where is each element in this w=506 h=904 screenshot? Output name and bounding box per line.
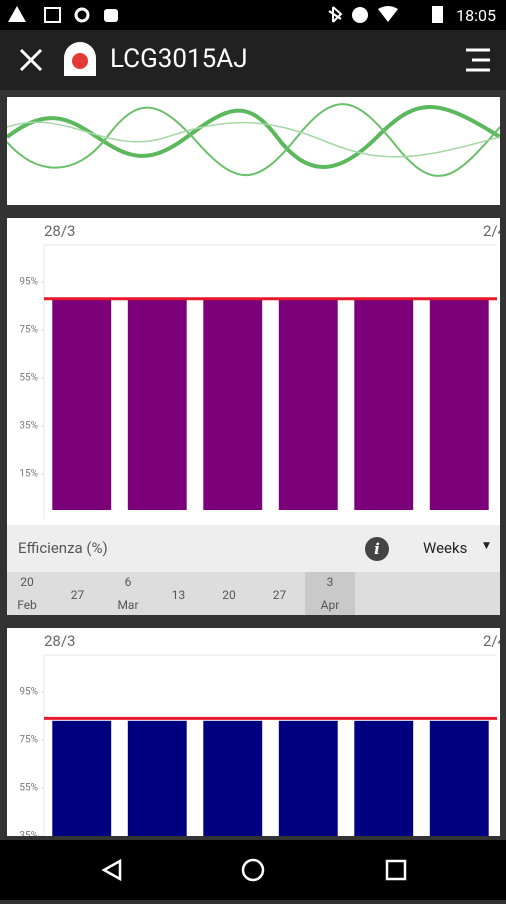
chart: 28/3 2/4 95% 75% 55% 35% 15%	[19, 222, 500, 519]
timeline-cell[interactable]: 27	[53, 572, 103, 615]
timeline-month: Feb	[17, 598, 37, 612]
chart-footer: Efficienza (%) i Weeks ▼	[7, 525, 500, 572]
timeline-day: 27	[70, 588, 85, 602]
y-tick-label: 95%	[19, 687, 38, 698]
wave-card	[7, 97, 500, 205]
y-tick-label: 55%	[19, 373, 38, 384]
chart-card: Efficienza (%) i Weeks ▼ 20 Feb 27 6 Mar 13 20…	[7, 218, 500, 615]
bar	[127, 720, 187, 836]
metric-label: Efficienza (%)	[18, 539, 108, 557]
recents-button[interactable]	[385, 859, 407, 881]
nav-icons	[101, 858, 407, 882]
timeline-cell[interactable]: 6 Mar	[103, 572, 153, 615]
bar	[429, 300, 489, 510]
chart-card: 28/3 2/4 95% 75% 55% 35%	[7, 628, 500, 836]
dropdown-arrow: ▼	[483, 541, 490, 551]
timeline: 20 Feb 27 6 Mar 13 20 27 3 Apr	[7, 572, 500, 615]
range-start: 28/3	[44, 632, 75, 650]
y-tick-label: 15%	[19, 469, 38, 480]
y-tick-label: 55%	[19, 783, 38, 794]
bar	[278, 720, 338, 836]
bar	[52, 300, 112, 510]
timeline-cell[interactable]: 13	[154, 572, 204, 615]
timeline-day: 20	[222, 588, 236, 602]
timeline-day: 3	[326, 575, 334, 589]
nav-bar	[0, 840, 506, 900]
y-tick-label: 35%	[19, 831, 38, 836]
timeline-day: 27	[272, 588, 287, 602]
bar	[127, 300, 187, 510]
bar	[429, 720, 489, 836]
timeline-day: 13	[171, 588, 186, 602]
timeline-cell[interactable]: 20	[204, 572, 254, 615]
bar	[203, 300, 263, 510]
info-button[interactable]: i	[365, 537, 389, 561]
app-bar-icons	[19, 42, 490, 76]
chart: 28/3 2/4 95% 75% 55% 35%	[19, 632, 500, 836]
timeline-cell[interactable]: 27	[255, 572, 305, 615]
timeline-day: 6	[124, 575, 132, 589]
app-title: LCG3015AJ	[110, 44, 248, 74]
y-tick-label: 35%	[19, 421, 38, 432]
bar	[203, 720, 263, 836]
home-button[interactable]	[241, 858, 265, 882]
bar	[52, 720, 112, 836]
range-start: 28/3	[44, 222, 75, 240]
status-icons	[8, 6, 443, 23]
range-end: 2/4	[483, 632, 500, 650]
bar	[354, 300, 414, 510]
bar	[278, 300, 338, 510]
y-tick-label: 75%	[19, 735, 38, 746]
period-dropdown[interactable]: Weeks	[423, 539, 468, 557]
back-button[interactable]	[101, 858, 122, 882]
range-end: 2/4	[483, 222, 500, 240]
timeline-cell[interactable]: 20 Feb	[7, 572, 52, 615]
clock: 18:05	[456, 6, 496, 25]
y-tick-label: 95%	[19, 277, 38, 288]
status-bar: 18:05	[0, 0, 506, 30]
bar	[354, 720, 414, 836]
app-bar: LCG3015AJ	[0, 30, 506, 90]
y-tick-label: 75%	[19, 325, 38, 336]
timeline-cell[interactable]: 3 Apr	[305, 572, 355, 615]
timeline-month: Apr	[320, 598, 340, 612]
timeline-month: Mar	[117, 598, 139, 612]
wave-graphic	[7, 103, 500, 177]
timeline-day: 20	[20, 575, 34, 589]
